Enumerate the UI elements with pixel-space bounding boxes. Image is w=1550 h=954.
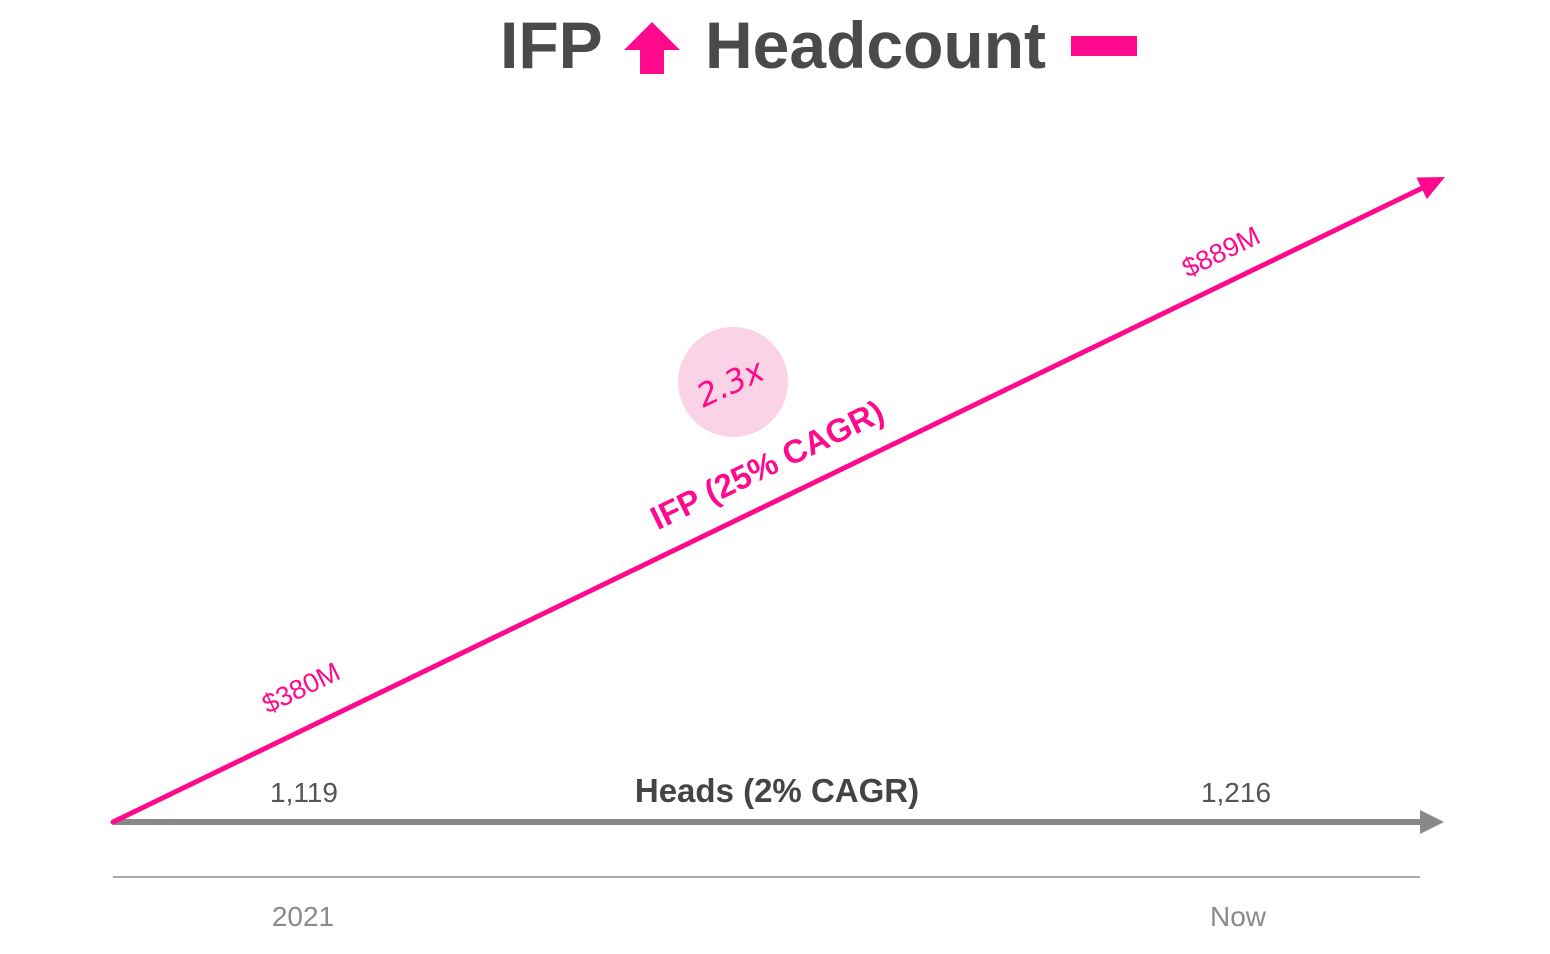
x-tick-label-2021: 2021 xyxy=(272,901,334,932)
ifp-value-label-start: $380M xyxy=(257,656,344,719)
heads-value-label-end: 1,216 xyxy=(1201,777,1271,808)
up-arrow-icon xyxy=(624,22,680,74)
x-tick-label-now: Now xyxy=(1210,901,1267,932)
title-headcount: Headcount xyxy=(705,8,1046,82)
flat-dash-icon xyxy=(1071,36,1137,56)
ifp-series-line xyxy=(110,183,1430,825)
ifp-arrowhead xyxy=(1416,177,1445,200)
ifp-value-label-end: $889M xyxy=(1177,220,1264,283)
chart-title: IFP Headcount xyxy=(500,8,1137,82)
title-ifp: IFP xyxy=(500,8,603,82)
heads-series-label: Heads (2% CAGR) xyxy=(635,772,919,809)
heads-value-label-start: 1,119 xyxy=(270,777,338,808)
heads-arrowhead xyxy=(1420,810,1444,834)
multiplier-badge xyxy=(678,327,788,437)
